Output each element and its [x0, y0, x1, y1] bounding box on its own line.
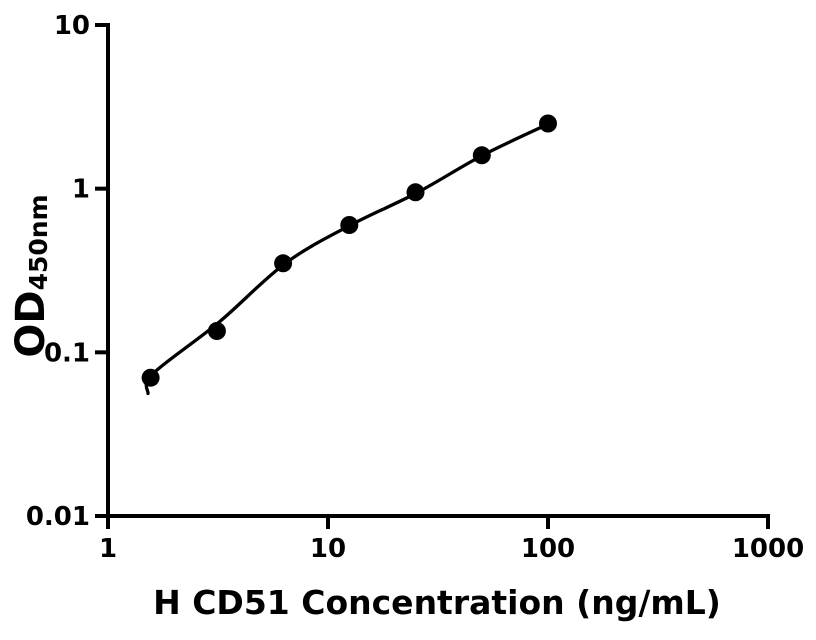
y-tick-label: 10: [54, 11, 90, 41]
standard-curve-fit-line: [144, 121, 552, 396]
data-point-marker: [207, 322, 226, 340]
axes-layer: 1 10 100 1000 0.01 0.1 1 10: [26, 11, 804, 564]
data-point-marker: [472, 146, 491, 165]
data-point-marker: [274, 254, 293, 273]
data-series-layer: [141, 114, 557, 396]
data-point-marker: [539, 114, 557, 133]
y-tick-label: 0.1: [44, 338, 90, 368]
x-tick-label: 10: [310, 534, 346, 564]
data-point-marker: [406, 183, 425, 202]
y-axis-title-main: OD: [8, 290, 54, 357]
x-tick-label: 1000: [732, 534, 804, 564]
data-point-marker: [141, 368, 160, 387]
data-point-marker: [340, 216, 359, 234]
axis-spine: [106, 23, 770, 518]
y-axis-title-subscript: 450nm: [24, 194, 53, 290]
y-tick-label: 0.01: [26, 502, 90, 532]
y-axis-title: OD450nm: [8, 194, 54, 357]
x-axis-title: H CD51 Concentration (ng/mL): [153, 583, 721, 622]
y-tick-label: 1: [72, 175, 90, 205]
x-tick-label: 1: [99, 534, 117, 564]
x-tick-label: 100: [521, 534, 575, 564]
